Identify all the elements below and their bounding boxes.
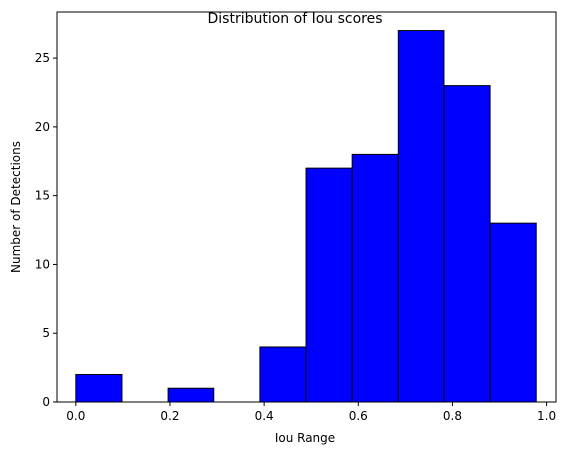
histogram-bar-9 <box>489 222 537 403</box>
plot-frame <box>56 11 557 403</box>
x-tick-label: 0.4 <box>255 409 274 423</box>
histogram-bar-6 <box>351 153 399 403</box>
histogram-bar-0 <box>75 373 123 403</box>
x-axis-ticks: 0.0 0.2 0.4 0.6 0.8 1.0 <box>66 402 556 423</box>
y-axis-label: Number of Detections <box>9 141 23 273</box>
histogram-bar-2 <box>167 387 215 403</box>
histogram-bar-8 <box>443 85 491 403</box>
histogram-bar-5 <box>305 167 353 403</box>
x-tick-label: 1.0 <box>537 409 556 423</box>
y-tick-label: 0 <box>42 395 50 409</box>
histogram-bar-7 <box>397 30 445 403</box>
histogram-bar-4 <box>259 346 307 403</box>
x-tick-label: 0.8 <box>443 409 462 423</box>
chart-title: Distribution of Iou scores <box>208 11 383 27</box>
y-tick-label: 5 <box>42 326 50 340</box>
x-axis-label: Iou Range <box>275 431 335 445</box>
y-tick-label: 15 <box>35 189 50 203</box>
y-tick-label: 20 <box>35 120 50 134</box>
x-tick-label: 0.2 <box>160 409 179 423</box>
y-tick-label: 25 <box>35 51 50 65</box>
y-axis-ticks: 0 5 10 15 20 25 <box>35 51 57 409</box>
x-tick-label: 0.6 <box>349 409 368 423</box>
x-tick-label: 0.0 <box>66 409 85 423</box>
y-tick-label: 10 <box>35 257 50 271</box>
bars-group <box>75 30 537 403</box>
